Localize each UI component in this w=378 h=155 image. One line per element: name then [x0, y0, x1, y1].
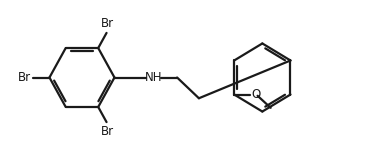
Text: NH: NH [144, 71, 162, 84]
Text: O: O [252, 88, 261, 101]
Text: Br: Br [101, 17, 114, 30]
Text: Br: Br [101, 125, 114, 138]
Text: Br: Br [18, 71, 31, 84]
